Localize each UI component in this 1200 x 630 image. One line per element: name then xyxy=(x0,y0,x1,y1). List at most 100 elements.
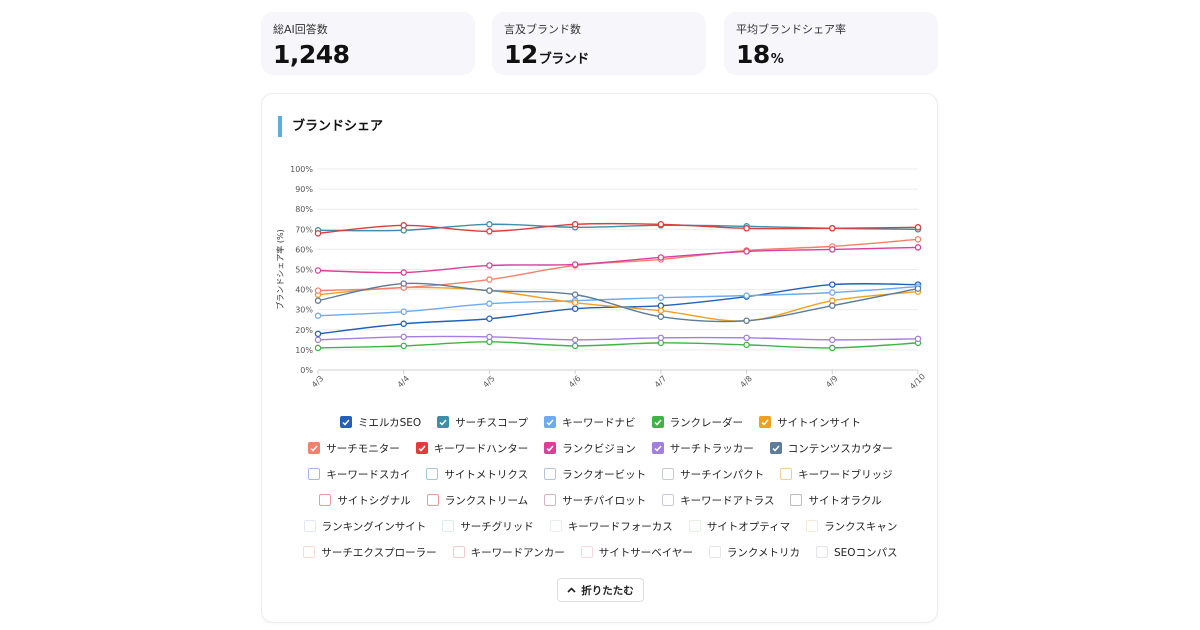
legend-label: キーワードスカイ xyxy=(326,468,411,481)
checkbox-unchecked-icon[interactable] xyxy=(688,520,701,532)
legend-label: サーチグリッド xyxy=(460,520,534,533)
stat-unit: ブランド xyxy=(538,52,590,67)
legend-item[interactable]: キーワードハンター xyxy=(415,441,528,456)
data-point xyxy=(400,320,407,328)
legend-item[interactable]: サイトオプティマ xyxy=(688,519,791,534)
legend-item[interactable]: サイトメトリクス xyxy=(426,467,528,482)
legend-item[interactable]: ランクレーダー xyxy=(651,415,743,430)
data-point xyxy=(314,336,322,344)
checkbox-checked-icon[interactable] xyxy=(759,416,772,428)
legend-label: サーチトラッカー xyxy=(669,442,754,455)
y-tick-label: 80% xyxy=(295,205,313,214)
legend-label: ランクストリーム xyxy=(444,494,529,507)
legend-item[interactable]: サーチエクスプローラー xyxy=(303,545,437,560)
legend-label: サイトインサイト xyxy=(777,416,862,429)
data-point xyxy=(657,334,665,342)
x-tick-label: 4/4 xyxy=(396,374,411,389)
legend-label: ランクメトリカ xyxy=(726,546,800,559)
checkbox-unchecked-icon[interactable] xyxy=(790,494,803,506)
legend-label: サイトオプティマ xyxy=(706,520,791,533)
legend-item[interactable]: ランクストリーム xyxy=(426,493,529,508)
legend-label: サーチインパクト xyxy=(680,468,765,481)
legend-item[interactable]: ランクオービット xyxy=(544,467,646,482)
checkbox-unchecked-icon[interactable] xyxy=(319,494,332,506)
legend-item[interactable]: SEOコンパス xyxy=(815,545,898,560)
checkbox-checked-icon[interactable] xyxy=(651,442,664,454)
data-point xyxy=(486,228,493,235)
data-point xyxy=(400,280,407,287)
checkbox-unchecked-icon[interactable] xyxy=(780,468,793,480)
checkbox-unchecked-icon[interactable] xyxy=(544,494,557,506)
legend-item[interactable]: サーチモニター xyxy=(308,441,400,456)
checkbox-unchecked-icon[interactable] xyxy=(662,494,675,506)
chart-legend: ミエルカSEO サーチスコープ キーワードナビ ランクレーダー サイトインサイトサーチモ… xyxy=(262,409,939,565)
legend-item[interactable]: キーワードアンカー xyxy=(452,545,565,560)
legend-label: キーワードフォーカス xyxy=(567,520,673,533)
data-point xyxy=(314,312,322,319)
legend-row: サーチモニター キーワードハンター ランクビジョン サーチトラッカー コンテンツスカウタ… xyxy=(262,435,939,461)
data-point xyxy=(743,248,750,255)
checkbox-checked-icon[interactable] xyxy=(544,416,557,428)
checkbox-checked-icon[interactable] xyxy=(339,416,352,428)
checkbox-checked-icon[interactable] xyxy=(308,442,321,454)
stat-label: 総AI回答数 xyxy=(273,23,328,36)
y-tick-label: 20% xyxy=(295,326,313,335)
legend-item[interactable]: ランクビジョン xyxy=(544,441,636,456)
checkbox-unchecked-icon[interactable] xyxy=(452,546,465,558)
checkbox-checked-icon[interactable] xyxy=(651,416,664,428)
legend-item[interactable]: サイトインサイト xyxy=(759,415,861,430)
checkbox-unchecked-icon[interactable] xyxy=(662,468,675,480)
data-point xyxy=(829,281,836,288)
checkbox-checked-icon[interactable] xyxy=(415,442,428,454)
checkbox-unchecked-icon[interactable] xyxy=(308,468,321,480)
legend-item[interactable]: ランクメトリカ xyxy=(708,545,800,560)
legend-row: サイトシグナル ランクストリーム サーチパイロット キーワードアトラス サイトオラクル xyxy=(262,487,939,513)
legend-item[interactable]: コンテンツスカウター xyxy=(769,441,893,456)
series-line xyxy=(317,341,919,349)
checkbox-unchecked-icon[interactable] xyxy=(815,546,828,558)
data-point xyxy=(829,336,836,344)
checkbox-unchecked-icon[interactable] xyxy=(708,546,721,558)
data-point xyxy=(914,224,922,231)
series-line xyxy=(317,285,919,317)
data-point xyxy=(829,344,836,352)
legend-item[interactable]: キーワードナビ xyxy=(544,415,636,430)
legend-item[interactable]: サーチインパクト xyxy=(662,467,764,482)
checkbox-unchecked-icon[interactable] xyxy=(303,520,316,532)
y-tick-label: 30% xyxy=(295,306,313,315)
legend-item[interactable]: サーチパイロット xyxy=(544,493,646,508)
legend-item[interactable]: ランキングインサイト xyxy=(303,519,427,534)
legend-item[interactable]: キーワードブリッジ xyxy=(780,467,893,482)
checkbox-unchecked-icon[interactable] xyxy=(580,546,593,558)
legend-item[interactable]: ミエルカSEO xyxy=(339,415,421,430)
checkbox-unchecked-icon[interactable] xyxy=(426,468,439,480)
legend-item[interactable]: キーワードフォーカス xyxy=(549,519,673,534)
y-tick-label: 10% xyxy=(295,346,313,355)
checkbox-unchecked-icon[interactable] xyxy=(426,494,439,506)
legend-item[interactable]: ランクスキャン xyxy=(806,519,897,534)
legend-item[interactable]: サーチトラッカー xyxy=(651,441,754,456)
legend-item[interactable]: サイトオラクル xyxy=(790,493,882,508)
checkbox-checked-icon[interactable] xyxy=(769,442,782,454)
y-tick-label: 100% xyxy=(290,165,313,174)
checkbox-unchecked-icon[interactable] xyxy=(303,546,316,558)
checkbox-unchecked-icon[interactable] xyxy=(544,468,557,480)
legend-item[interactable]: サーチスコープ xyxy=(437,415,528,430)
legend-item[interactable]: サイトサーベイヤー xyxy=(580,545,693,560)
collapse-button[interactable]: 折りたたむ xyxy=(557,578,644,602)
legend-item[interactable]: サイトシグナル xyxy=(319,493,411,508)
checkbox-checked-icon[interactable] xyxy=(544,442,557,454)
checkbox-unchecked-icon[interactable] xyxy=(806,520,819,532)
checkbox-unchecked-icon[interactable] xyxy=(442,520,455,532)
legend-label: サーチエクスプローラー xyxy=(321,546,437,559)
checkbox-checked-icon[interactable] xyxy=(437,416,450,428)
checkbox-unchecked-icon[interactable] xyxy=(549,520,562,532)
legend-label: ランキングインサイト xyxy=(321,520,427,533)
legend-item[interactable]: キーワードアトラス xyxy=(662,493,774,508)
legend-label: キーワードナビ xyxy=(562,416,636,429)
legend-label: キーワードアンカー xyxy=(470,546,565,559)
legend-item[interactable]: キーワードスカイ xyxy=(308,467,410,482)
data-point xyxy=(486,287,493,294)
data-point xyxy=(486,262,493,269)
legend-item[interactable]: サーチグリッド xyxy=(442,519,534,534)
